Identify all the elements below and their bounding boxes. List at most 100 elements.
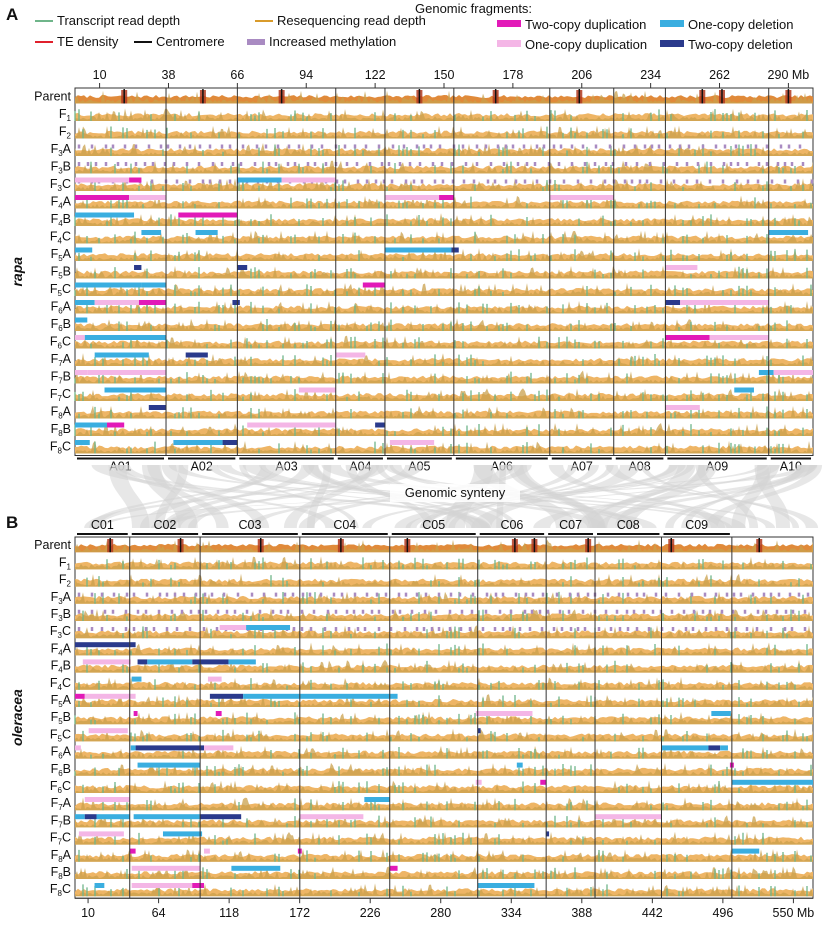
fragment-one-del <box>133 814 201 820</box>
synteny-ribbon <box>154 465 189 528</box>
synteny-ribbon <box>665 465 806 528</box>
track-row: F4B <box>51 212 813 228</box>
legend-swatch <box>497 40 521 47</box>
fragment-one-del <box>147 659 193 665</box>
synteny-ribbon <box>188 465 380 528</box>
track-label: F5A <box>51 247 72 263</box>
fragment-two-del <box>708 745 721 751</box>
track-label: F4A <box>51 641 72 657</box>
fragment-two-del <box>148 405 167 410</box>
synteny-ribbon <box>704 465 823 528</box>
transcript-spikes <box>86 660 800 673</box>
fragment-one-del <box>731 848 760 854</box>
track-row: F4C <box>50 230 813 246</box>
fragment-two-del <box>192 659 229 665</box>
track-label: F2 <box>59 125 72 141</box>
track-label: F6B <box>51 317 71 333</box>
fragment-one-del <box>94 883 105 888</box>
track-row: F3B <box>51 160 813 176</box>
track-label: F3C <box>50 177 71 193</box>
x-axis: 10 38 66 94 122 150 178 206 234 262 290 Mb <box>75 68 813 89</box>
fragment-two-del <box>75 642 136 648</box>
fragment-two-del <box>135 745 205 751</box>
tick-label: 10 <box>81 906 95 920</box>
fragment-one-dup <box>335 352 366 358</box>
track-row: F6B <box>51 762 813 778</box>
fragment-two-del <box>237 265 248 270</box>
transcript-spikes <box>82 609 800 621</box>
transcript-spikes <box>90 161 796 174</box>
fragment-one-dup <box>131 865 201 871</box>
transcript-spikes <box>74 389 808 401</box>
fragment-two-del <box>451 247 459 253</box>
track-row: F3B <box>51 607 813 623</box>
synteny-label-bg <box>390 484 520 502</box>
track-row: F6B <box>51 317 813 333</box>
fragment-one-dup <box>680 300 769 305</box>
fragment-one-del <box>173 440 223 445</box>
transcript-depth <box>75 591 813 604</box>
transcript-spikes <box>94 266 808 279</box>
transcript-spikes <box>102 798 808 811</box>
track-label: F4C <box>50 676 71 692</box>
panel-letter: B <box>6 513 18 532</box>
track-row: F5B <box>51 265 813 281</box>
chromosome-label: C02 <box>153 518 176 532</box>
fragment-one-dup <box>84 797 130 802</box>
transcript-spikes <box>78 406 808 419</box>
fragment-two-dup <box>133 711 138 716</box>
transcript-depth <box>75 745 813 759</box>
track-row: F8A <box>51 848 813 864</box>
synteny-ribbon <box>108 465 150 528</box>
fragment-two-dup <box>192 883 205 888</box>
transcript-depth <box>75 608 813 621</box>
transcript-depth <box>75 160 813 174</box>
track-row: F8C <box>50 882 813 898</box>
track-row: F6C <box>50 335 813 351</box>
track-row: F8B <box>51 865 813 881</box>
fragment-one-dup <box>88 728 128 734</box>
fragment-two-dup <box>540 779 547 785</box>
fragment-one-dup <box>204 848 210 854</box>
chromosome-label: C06 <box>500 518 523 532</box>
chromosome-label: C01 <box>91 518 114 532</box>
synteny-ribbon <box>394 465 686 528</box>
transcript-spikes <box>74 109 808 121</box>
transcript-spikes <box>82 884 808 897</box>
fragment-two-del <box>200 814 242 820</box>
fragment-one-del <box>237 177 282 183</box>
track-label: F5C <box>50 282 71 298</box>
fragment-one-dup <box>131 883 201 888</box>
transcript-spikes <box>82 126 804 139</box>
methylation-marks <box>77 162 805 166</box>
synteny-ribbon <box>283 465 374 528</box>
fragment-one-dup <box>299 814 364 820</box>
transcript-depth <box>75 405 813 419</box>
transcript-depth <box>75 283 813 296</box>
fragment-one-del <box>96 814 130 820</box>
synteny-label: Genomic synteny <box>405 485 506 500</box>
fragment-two-dup <box>129 848 136 854</box>
track-label: F8C <box>50 440 71 456</box>
track-label: F6A <box>51 300 72 316</box>
fragment-one-del <box>384 247 452 253</box>
fragment-two-del <box>84 814 97 820</box>
species-label: oleracea <box>9 689 25 746</box>
legend-centromere: Centromere <box>134 34 225 49</box>
chromosome-label: C05 <box>422 518 445 532</box>
fragment-one-del <box>243 693 398 699</box>
transcript-spikes <box>94 354 804 366</box>
fragment-one-dup <box>75 335 85 340</box>
track-row: F7A <box>51 352 813 368</box>
fragment-two-dup <box>389 865 398 871</box>
chromosome-label: C03 <box>239 518 262 532</box>
synteny-ribbon <box>383 465 776 528</box>
transcript-depth <box>75 90 813 104</box>
legend-swatch <box>497 20 521 27</box>
fragment-one-del <box>734 387 754 393</box>
track-label: F8A <box>51 405 72 421</box>
track-label: F8C <box>50 882 71 898</box>
transcript-spikes <box>78 249 808 261</box>
track-row: F4B <box>51 659 813 675</box>
track-row: F8B <box>51 422 813 438</box>
